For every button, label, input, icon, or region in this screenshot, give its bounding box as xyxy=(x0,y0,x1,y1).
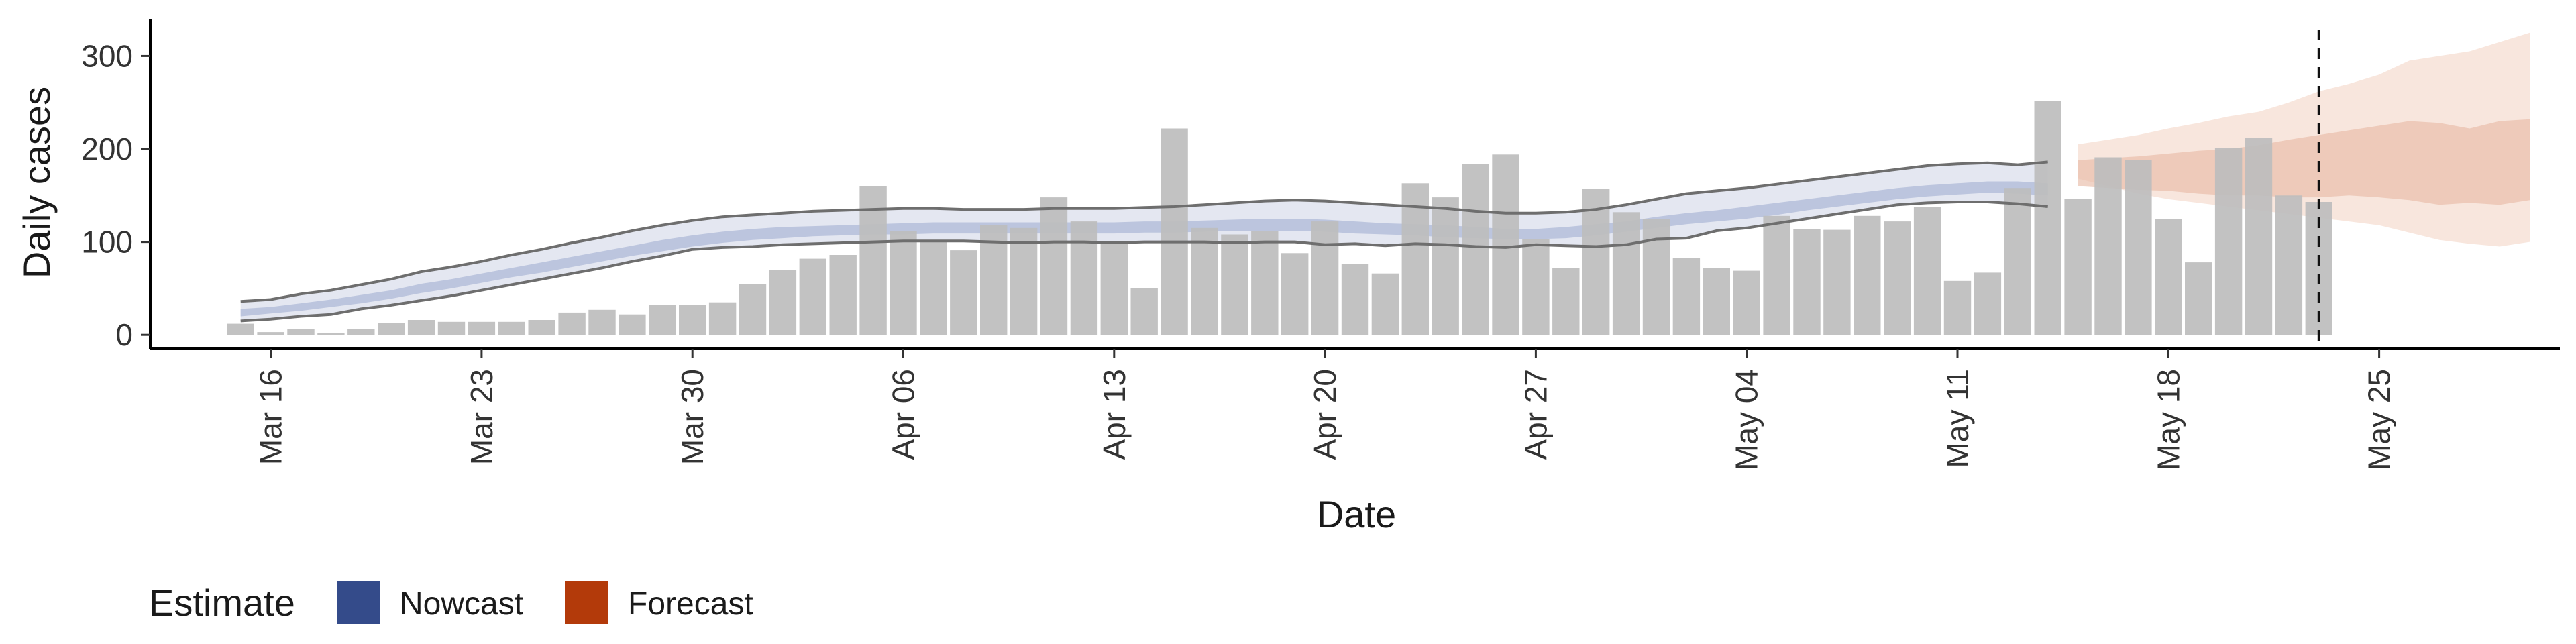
bar-day-21 xyxy=(829,255,857,335)
x-tick-label-2020-04-20: Apr 20 xyxy=(1307,369,1342,460)
bar-day-10 xyxy=(498,321,525,335)
bar-day-16 xyxy=(679,305,706,335)
bar-day-32 xyxy=(1161,128,1188,335)
bar-day-58 xyxy=(1943,280,1972,335)
bar-day-40 xyxy=(1401,183,1429,335)
x-tick-label-2020-05-18: May 18 xyxy=(2151,369,2186,470)
y-tick-label-300: 300 xyxy=(81,38,133,73)
bar-day-53 xyxy=(1793,229,1821,335)
bar-day-28 xyxy=(1040,197,1068,335)
bar-day-39 xyxy=(1371,273,1399,335)
x-tick-label-2020-03-30: Mar 30 xyxy=(675,369,710,465)
bar-day-66 xyxy=(2185,262,2212,335)
bar-day-44 xyxy=(1522,239,1550,335)
bar-day-54 xyxy=(1823,229,1851,335)
bar-day-8 xyxy=(437,321,466,335)
legend-swatch-nowcast xyxy=(337,581,380,624)
y-tick-label-200: 200 xyxy=(81,131,133,166)
bar-day-5 xyxy=(347,329,375,335)
bar-day-63 xyxy=(2094,157,2122,335)
bar-day-38 xyxy=(1341,264,1369,335)
bar-day-13 xyxy=(588,309,616,335)
bar-day-48 xyxy=(1642,219,1670,335)
bar-day-60 xyxy=(2004,188,2031,335)
bar-day-57 xyxy=(1913,207,1941,335)
x-tick-label-2020-05-25: May 25 xyxy=(2362,369,2397,470)
bar-day-61 xyxy=(2034,101,2061,335)
bar-day-36 xyxy=(1281,253,1309,335)
bar-day-49 xyxy=(1672,258,1701,335)
bar-day-9 xyxy=(468,321,496,335)
bar-day-33 xyxy=(1191,227,1218,335)
daily-case-bars xyxy=(227,101,2332,335)
forecast-inner-band xyxy=(2078,119,2530,205)
bar-day-19 xyxy=(769,270,797,335)
legend-label-nowcast: Nowcast xyxy=(400,586,523,622)
bar-day-52 xyxy=(1763,215,1790,335)
nowcast-bound-lines xyxy=(240,160,2048,323)
bar-day-46 xyxy=(1582,189,1610,335)
nowcast-upper-line xyxy=(240,160,2048,303)
bar-day-15 xyxy=(649,305,676,335)
legend-title: Estimate xyxy=(149,582,295,624)
x-tick-label-2020-04-06: Apr 06 xyxy=(886,369,921,460)
bar-day-55 xyxy=(1854,215,1881,335)
bar-day-18 xyxy=(739,284,767,335)
bar-day-30 xyxy=(1100,241,1128,335)
bar-day-31 xyxy=(1130,288,1158,335)
nowcast-lower-line xyxy=(240,201,2048,323)
bar-day-20 xyxy=(799,258,826,335)
x-tick-label-2020-05-11: May 11 xyxy=(1940,369,1975,468)
bar-day-42 xyxy=(1462,164,1489,335)
bar-day-4 xyxy=(317,333,345,335)
bar-day-65 xyxy=(2155,219,2182,335)
bar-day-2 xyxy=(257,332,284,335)
y-axis-title: Daily cases xyxy=(15,87,58,278)
x-tick-label-2020-03-16: Mar 16 xyxy=(254,369,288,465)
bar-day-29 xyxy=(1070,221,1098,335)
y-tick-label-0: 0 xyxy=(115,317,133,352)
x-tick-label-2020-05-04: May 04 xyxy=(1729,369,1764,470)
nowcast-inner-band xyxy=(240,181,2048,317)
bar-day-11 xyxy=(528,320,555,335)
bar-day-25 xyxy=(950,250,977,335)
bar-day-50 xyxy=(1703,268,1730,335)
x-tick-label-2020-04-27: Apr 27 xyxy=(1518,369,1553,460)
bar-day-67 xyxy=(2214,148,2243,335)
bar-day-37 xyxy=(1311,221,1339,335)
bar-day-34 xyxy=(1221,234,1248,335)
x-axis-title: Date xyxy=(1317,493,1396,535)
bar-day-56 xyxy=(1884,221,1911,335)
bar-day-17 xyxy=(708,302,737,335)
forecast-bands xyxy=(2078,32,2530,247)
bar-day-14 xyxy=(619,314,646,335)
bar-day-3 xyxy=(287,329,315,335)
legend: Estimate Nowcast Forecast xyxy=(149,581,753,624)
bar-day-43 xyxy=(1492,154,1519,335)
bar-day-51 xyxy=(1733,270,1760,335)
bar-day-7 xyxy=(407,320,435,335)
bar-day-68 xyxy=(2245,138,2273,335)
bar-day-64 xyxy=(2125,160,2152,335)
bar-day-1 xyxy=(227,323,254,335)
legend-swatch-forecast xyxy=(565,581,608,624)
y-tick-label-100: 100 xyxy=(81,225,133,260)
bar-day-59 xyxy=(1974,272,2002,335)
bar-day-6 xyxy=(378,323,405,335)
bar-day-45 xyxy=(1552,268,1580,335)
bar-day-41 xyxy=(1432,197,1459,335)
bar-day-27 xyxy=(1010,227,1038,335)
bar-day-35 xyxy=(1251,231,1279,335)
bar-day-62 xyxy=(2064,199,2092,335)
bar-day-47 xyxy=(1612,212,1640,335)
bar-day-69 xyxy=(2275,195,2303,335)
axes: 0 100 200 300 Mar 16 Mar 23 Mar 30 Apr 06 Apr 13… xyxy=(81,19,2560,470)
bar-day-24 xyxy=(920,241,947,335)
legend-label-forecast: Forecast xyxy=(628,586,753,622)
x-tick-label-2020-03-23: Mar 23 xyxy=(464,369,499,465)
x-tick-label-2020-04-13: Apr 13 xyxy=(1097,369,1132,460)
bar-day-23 xyxy=(890,231,917,335)
bar-day-12 xyxy=(558,312,586,335)
